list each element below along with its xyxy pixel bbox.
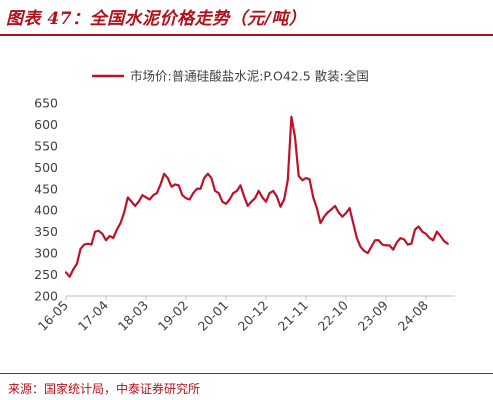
axes [65, 295, 455, 300]
x-tick-label: 19-02 [155, 298, 191, 334]
y-tick-labels: 200 250 300 350 400 450 500 550 600 650 [34, 96, 58, 304]
y-tick-label: 200 [34, 289, 58, 304]
title-rule [0, 34, 493, 36]
x-tick-label: 21-11 [275, 298, 311, 334]
x-tick-label: 17-04 [75, 297, 111, 333]
series-group [64, 115, 449, 278]
figure-title: 图表 47：全国水泥价格走势（元/吨） [6, 9, 307, 29]
legend: 市场价:普通硅酸盐水泥:P.O42.5 散装:全国 [92, 69, 369, 84]
y-tick-label: 450 [34, 181, 58, 196]
x-tick-label: 18-03 [115, 298, 151, 334]
x-tick-label: 23-09 [355, 297, 391, 333]
x-tick-label: 22-10 [315, 297, 351, 333]
y-tick-label: 300 [34, 246, 58, 261]
x-tick-label: 24-08 [395, 297, 431, 333]
source-rule [0, 373, 493, 374]
legend-label: 市场价:普通硅酸盐水泥:P.O42.5 散装:全国 [130, 69, 369, 84]
series-line [64, 115, 449, 278]
y-tick-label: 350 [34, 224, 58, 239]
x-tick-label: 20-01 [195, 298, 231, 334]
y-tick-label: 500 [34, 160, 58, 175]
x-tick-labels: 16-05 17-04 18-03 19-02 20-01 20-12 21-11 22-10… [35, 297, 431, 333]
y-tick-label: 400 [34, 203, 58, 218]
source-note: 来源：国家统计局，中泰证券研究所 [8, 382, 201, 396]
y-tick-label: 550 [34, 138, 58, 153]
y-tick-label: 250 [34, 267, 58, 282]
x-tick-label: 20-12 [235, 298, 271, 334]
y-tick-label: 600 [34, 117, 58, 132]
price-line-chart: 市场价:普通硅酸盐水泥:P.O42.5 散装:全国 200 250 300 350 40… [34, 69, 455, 334]
y-tick-label: 650 [34, 96, 58, 111]
